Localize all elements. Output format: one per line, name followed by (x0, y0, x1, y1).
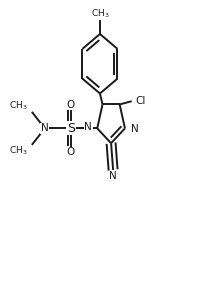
Text: N: N (41, 123, 48, 133)
Text: Cl: Cl (136, 96, 146, 106)
Text: CH$_3$: CH$_3$ (91, 8, 109, 20)
Text: CH$_3$: CH$_3$ (9, 145, 27, 157)
Text: S: S (67, 122, 75, 135)
Text: O: O (67, 147, 75, 157)
Text: N: N (131, 124, 139, 134)
Text: CH$_3$: CH$_3$ (9, 100, 27, 112)
Text: N: N (109, 171, 117, 181)
Text: N: N (84, 122, 92, 132)
Text: O: O (67, 100, 75, 110)
